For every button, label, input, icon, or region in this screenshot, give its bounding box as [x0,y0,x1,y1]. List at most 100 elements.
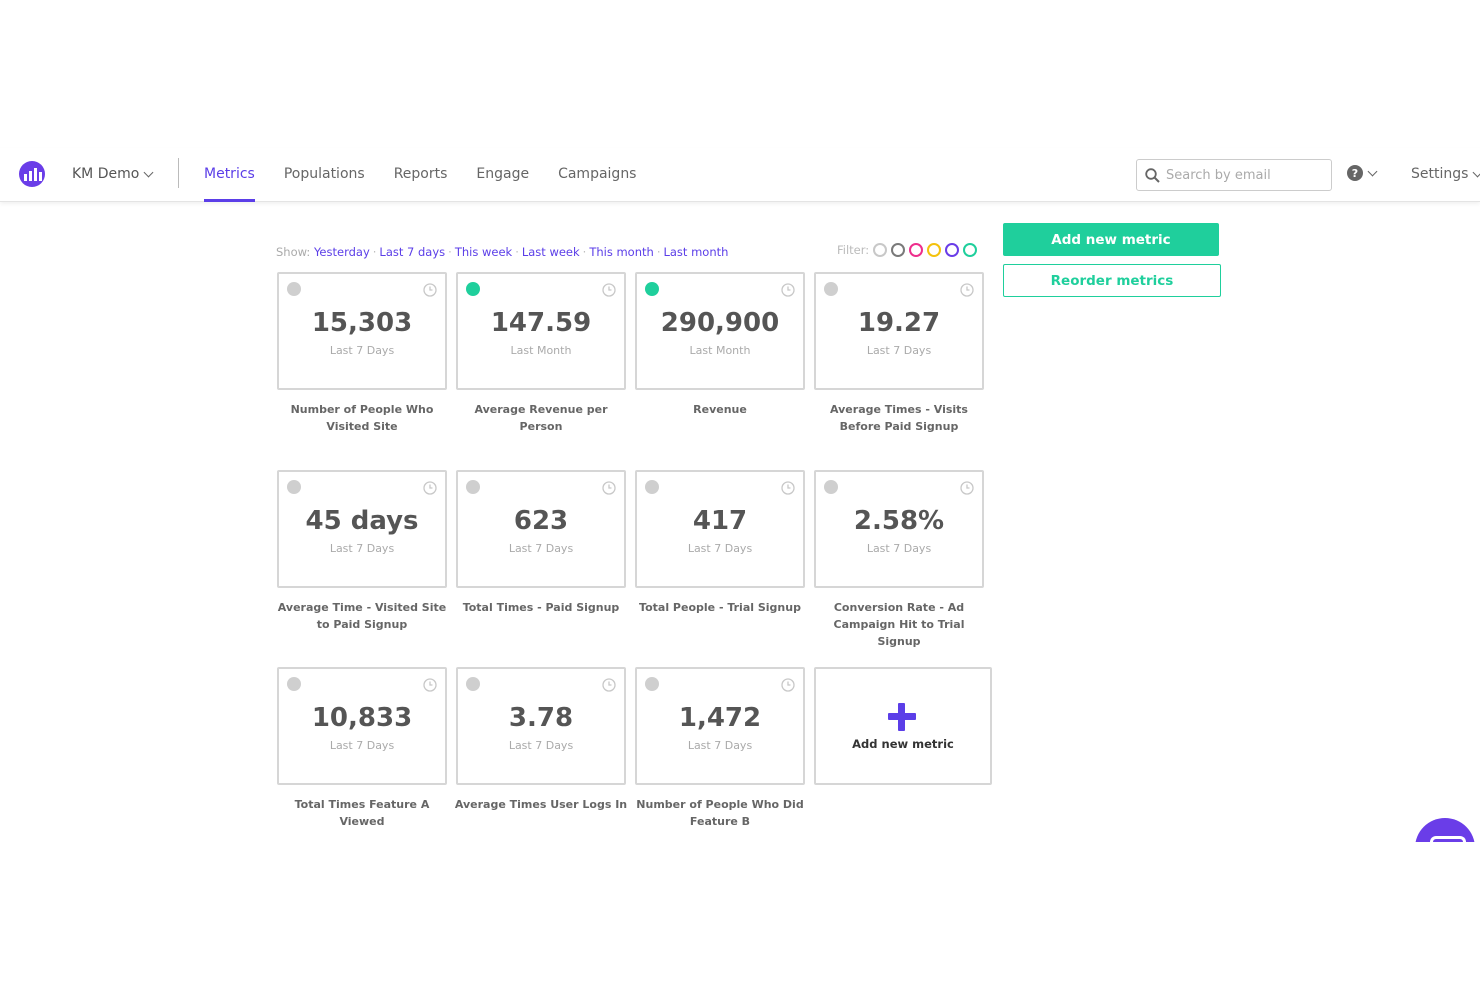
metric-value: 3.78 [508,703,574,733]
clock-icon[interactable] [781,678,795,692]
search-box[interactable] [1136,159,1332,191]
metric-label: Conversion Rate - Ad Campaign Hit to Tri… [833,601,965,648]
metric-period: Last 7 Days [329,542,395,555]
add-metric-card[interactable]: Add new metric [814,667,992,785]
clock-icon[interactable] [781,481,795,495]
metric-value: 417 [692,506,748,536]
add-metric-card-label: Add new metric [852,737,954,751]
metric-card[interactable]: 417 Last 7 Days [635,470,805,588]
metric-value: 15,303 [311,308,413,338]
clock-icon[interactable] [423,678,437,692]
tab-metrics[interactable]: Metrics [204,148,255,202]
metric-card[interactable]: 2.58% Last 7 Days [814,470,984,588]
range-this-week[interactable]: This week [454,245,513,259]
metric-period: Last Month [689,344,751,357]
metric-card[interactable]: 15,303 Last 7 Days [277,272,447,390]
tab-populations[interactable]: Populations [283,166,365,182]
metric-card[interactable]: 3.78 Last 7 Days [456,667,626,785]
clock-icon[interactable] [423,481,437,495]
status-dot-icon[interactable] [287,480,301,494]
nav-tabs: Metrics Populations Reports Engage Campa… [204,148,665,202]
top-nav: KM Demo Metrics Populations Reports Enga… [0,148,1480,202]
status-dot-icon[interactable] [645,480,659,494]
filter-gray-light[interactable] [873,243,888,257]
metric-value: 290,900 [660,308,780,338]
metric-period: Last 7 Days [508,542,574,555]
metric-label: Total People - Trial Signup [639,601,801,614]
app-logo-icon[interactable] [18,161,46,187]
metric-value: 10,833 [311,703,413,733]
tab-engage[interactable]: Engage [476,166,530,182]
range-last-week[interactable]: Last week [521,245,580,259]
filter-gray-dark[interactable] [891,243,906,257]
metric-card[interactable]: 1,472 Last 7 Days [635,667,805,785]
reorder-metrics-button[interactable]: Reorder metrics [1003,264,1221,297]
plus-icon [888,703,916,731]
clock-icon[interactable] [602,678,616,692]
metric-label: Average Times User Logs In [454,798,628,811]
filter-pink[interactable] [909,243,924,257]
date-range-selector: Show: Yesterday · Last 7 days · This week · La… [276,245,729,259]
filter-green[interactable] [963,243,978,257]
account-switcher[interactable]: KM Demo [72,166,154,182]
range-last-month[interactable]: Last month [663,245,729,259]
metric-period: Last 7 Days [687,542,753,555]
range-last-7-days[interactable]: Last 7 days [379,245,446,259]
filter-label: Filter: [837,243,870,257]
metric-label: Number of People Who Visited Site [290,403,434,433]
metric-period: Last 7 Days [866,542,932,555]
metric-label: Average Revenue per Person [474,403,608,433]
status-dot-icon[interactable] [287,282,301,296]
metric-value: 1,472 [678,703,762,733]
metric-card[interactable]: 147.59 Last Month [456,272,626,390]
metric-value: 2.58% [853,506,945,536]
help-menu[interactable]: ? [1347,165,1378,181]
clock-icon[interactable] [423,283,437,297]
status-dot-icon[interactable] [466,480,480,494]
metric-period: Last 7 Days [866,344,932,357]
add-new-metric-button[interactable]: Add new metric [1003,223,1219,256]
clock-icon[interactable] [960,283,974,297]
metric-card[interactable]: 290,900 Last Month [635,272,805,390]
search-icon [1145,167,1160,183]
status-dot-icon[interactable] [645,282,659,296]
status-dot-icon[interactable] [466,282,480,296]
metric-label: Number of People Who Did Feature B [636,798,804,828]
metric-period: Last 7 Days [329,739,395,752]
metric-label: Average Time - Visited Site to Paid Sign… [277,601,447,631]
range-yesterday[interactable]: Yesterday [313,245,370,259]
filter-purple[interactable] [945,243,960,257]
status-dot-icon[interactable] [645,677,659,691]
settings-menu[interactable]: Settings [1411,166,1480,182]
metric-label: Total Times - Paid Signup [462,601,620,614]
metric-value: 19.27 [857,308,941,338]
status-dot-icon[interactable] [466,677,480,691]
metric-card[interactable]: 623 Last 7 Days [456,470,626,588]
clock-icon[interactable] [602,481,616,495]
tab-campaigns[interactable]: Campaigns [558,166,637,182]
metric-value: 45 days [305,506,419,536]
clock-icon[interactable] [960,481,974,495]
color-filter: Filter: [837,243,978,257]
metric-period: Last Month [510,344,572,357]
metric-card[interactable]: 19.27 Last 7 Days [814,272,984,390]
status-dot-icon[interactable] [824,480,838,494]
settings-label: Settings [1411,166,1469,182]
clock-icon[interactable] [602,283,616,297]
status-dot-icon[interactable] [287,677,301,691]
clock-icon[interactable] [781,283,795,297]
metric-period: Last 7 Days [329,344,395,357]
metric-label: Total Times Feature A Viewed [294,798,430,828]
tab-reports[interactable]: Reports [393,166,448,182]
metric-card[interactable]: 45 days Last 7 Days [277,470,447,588]
search-input[interactable] [1166,167,1316,183]
help-icon: ? [1347,165,1363,181]
range-this-month[interactable]: This month [589,245,654,259]
chevron-down-icon [143,167,154,177]
metric-label: Revenue [693,403,747,416]
metric-period: Last 7 Days [687,739,753,752]
status-dot-icon[interactable] [824,282,838,296]
metric-card[interactable]: 10,833 Last 7 Days [277,667,447,785]
account-name: KM Demo [72,166,140,182]
filter-yellow[interactable] [927,243,942,257]
